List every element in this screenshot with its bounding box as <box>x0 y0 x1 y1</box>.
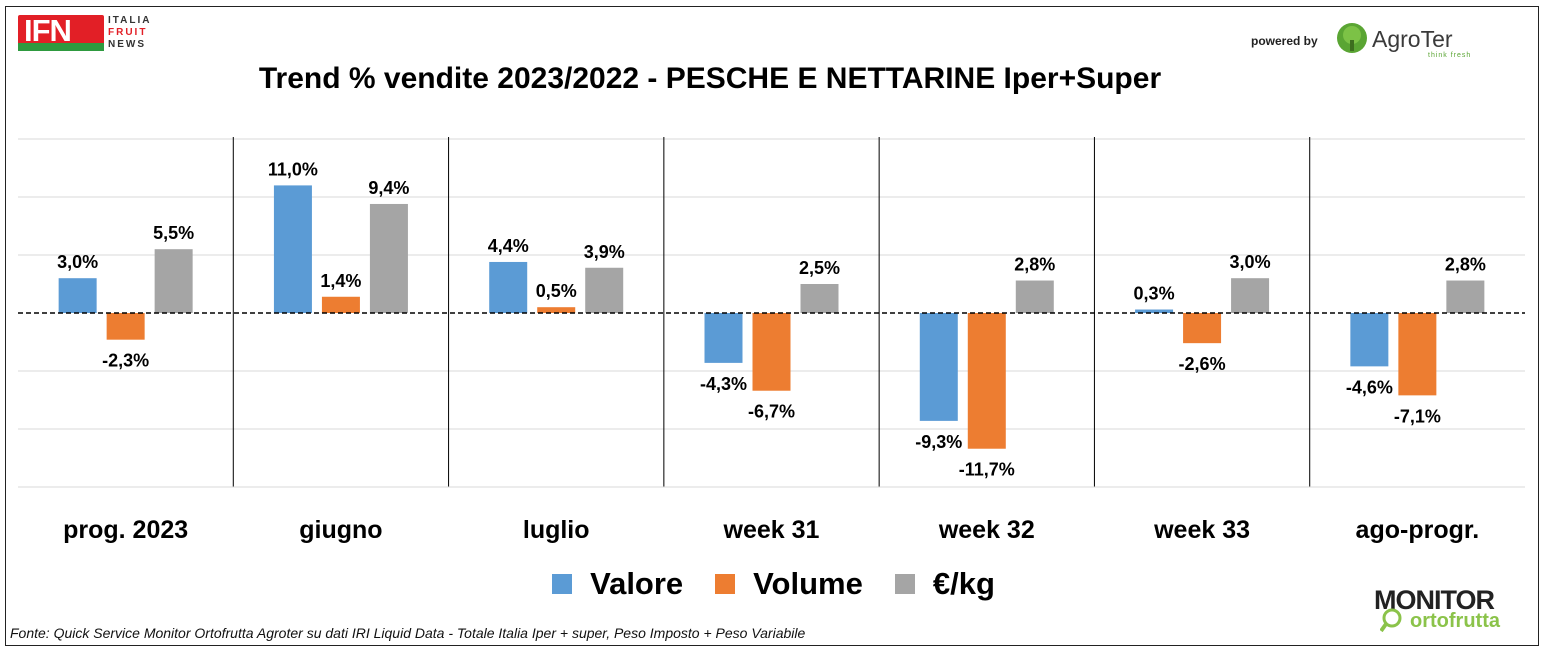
data-label: -9,3% <box>915 432 962 452</box>
bar-kg-1 <box>369 203 408 313</box>
data-label: -11,7% <box>959 460 1015 480</box>
bar-kg-6 <box>1446 280 1485 313</box>
category-label: week 31 <box>723 516 820 544</box>
bar-valore-3 <box>704 313 743 363</box>
data-label: -4,3% <box>700 374 747 394</box>
bar-kg-5 <box>1231 278 1270 313</box>
bar-volume-6 <box>1398 313 1437 396</box>
data-label: 9,4% <box>368 178 409 198</box>
bar-kg-0 <box>154 249 193 313</box>
data-label: 2,8% <box>1445 255 1486 275</box>
legend-swatch <box>552 574 573 594</box>
bar-valore-1 <box>273 185 312 313</box>
data-label: 5,5% <box>153 223 194 243</box>
ifn-logo-letters: IFN <box>24 13 72 48</box>
legend-label: €/kg <box>932 566 995 601</box>
bar-volume-0 <box>106 313 145 340</box>
chart-legend: Valore Volume €/kg <box>0 566 1547 602</box>
data-label: -7,1% <box>1394 406 1441 426</box>
data-label: -2,6% <box>1179 354 1226 374</box>
tree-icon <box>1337 23 1367 53</box>
data-label: 3,9% <box>584 242 625 262</box>
legend-item: Volume <box>715 566 863 602</box>
bar-valore-4 <box>919 313 958 421</box>
legend-item: Valore <box>552 566 683 602</box>
bar-valore-2 <box>489 261 528 313</box>
bar-volume-5 <box>1183 313 1222 344</box>
data-label: -2,3% <box>102 351 149 371</box>
legend-label: Valore <box>590 566 684 601</box>
powered-by-text: powered by <box>1251 34 1318 48</box>
chart-title: Trend % vendite 2023/2022 - PESCHE E NET… <box>258 62 1162 95</box>
ifn-logo-line1: ITALIA <box>108 15 152 26</box>
data-label: -4,6% <box>1346 377 1393 397</box>
category-label: prog. 2023 <box>63 516 188 544</box>
bar-kg-3 <box>800 284 839 313</box>
ifn-logo: IFN ITALIA FRUIT NEWS <box>18 13 163 55</box>
agroter-name: AgroTer <box>1372 26 1453 52</box>
data-label: 11,0% <box>268 159 318 179</box>
bar-valore-5 <box>1135 309 1174 313</box>
category-label: week 33 <box>1153 516 1250 544</box>
agroter-tagline: think fresh <box>1428 52 1472 59</box>
data-label: 3,0% <box>57 252 98 272</box>
agroter-logo: AgroTer think fresh <box>1336 20 1476 62</box>
bar-kg-4 <box>1015 280 1054 313</box>
category-label: week 32 <box>938 516 1035 544</box>
magnifier-icon <box>1380 608 1402 633</box>
data-label: 3,0% <box>1230 252 1271 272</box>
bar-volume-2 <box>537 307 576 313</box>
data-label: 1,4% <box>320 271 361 291</box>
data-label: 2,8% <box>1014 255 1055 275</box>
bar-volume-3 <box>752 313 791 391</box>
ifn-logo-line2: FRUIT <box>108 27 148 38</box>
monitor-logo-sub: ortofrutta <box>1410 610 1500 632</box>
category-label: luglio <box>523 516 590 544</box>
data-label: 0,3% <box>1134 284 1175 304</box>
category-label: giugno <box>299 516 382 544</box>
data-label: 4,4% <box>488 236 529 256</box>
bar-volume-1 <box>321 296 360 313</box>
bar-valore-0 <box>58 278 97 313</box>
legend-swatch <box>894 574 915 594</box>
bar-kg-2 <box>585 267 624 313</box>
bar-valore-6 <box>1350 313 1389 367</box>
ifn-logo-line3: NEWS <box>108 39 146 50</box>
monitor-ortofrutta-logo: MONITOR ortofrutta <box>1374 585 1534 640</box>
data-label: -6,7% <box>748 402 795 422</box>
bar-volume-4 <box>967 313 1006 449</box>
legend-swatch <box>715 574 736 594</box>
data-label: 0,5% <box>536 281 577 301</box>
data-label: 2,5% <box>799 258 840 278</box>
legend-item: €/kg <box>894 566 995 602</box>
category-label: ago-progr. <box>1356 516 1480 544</box>
ifn-logo-stripe <box>18 43 104 51</box>
chart-plot: 3,0% 11,0% 4,4% -4,3% -9,3% 0,3% -4,6% -2,3% 1,4… <box>18 137 1525 544</box>
source-note: Fonte: Quick Service Monitor Ortofrutta … <box>10 625 806 641</box>
legend-label: Volume <box>753 566 863 601</box>
